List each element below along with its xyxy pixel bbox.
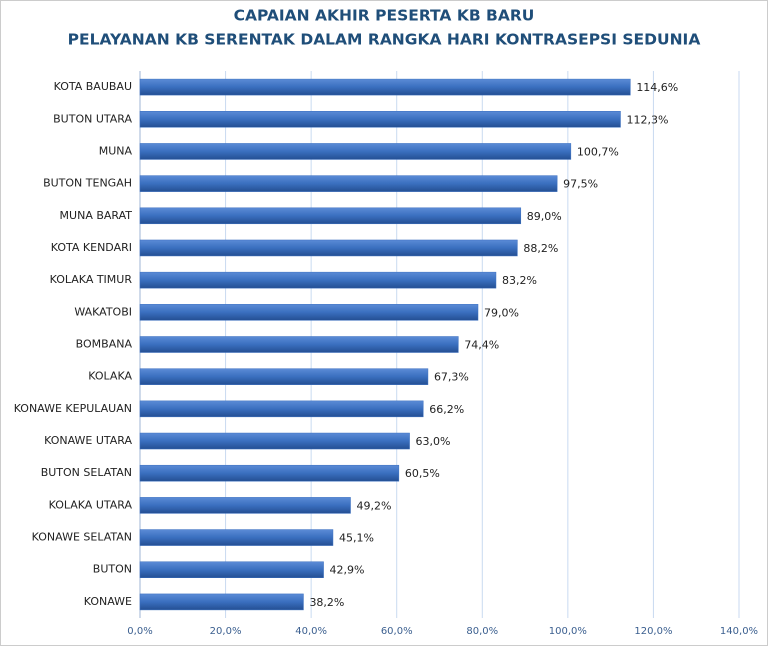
bar: [139, 111, 621, 128]
value-label: 45,1%: [339, 532, 374, 545]
value-label: 114,6%: [636, 81, 678, 94]
y-tick-label: KOTA KENDARI: [51, 241, 132, 254]
value-label: 66,2%: [429, 403, 464, 416]
bar: [139, 497, 351, 514]
value-label: 100,7%: [577, 145, 619, 158]
y-tick-label: KONAWE UTARA: [44, 434, 132, 447]
y-tick-label: KONAWE: [84, 595, 132, 608]
value-label: 83,2%: [502, 274, 537, 287]
y-tick-label: KOLAKA UTARA: [49, 498, 133, 511]
value-label: 79,0%: [484, 306, 519, 319]
y-tick-label: MUNA BARAT: [60, 209, 133, 222]
bar: [139, 271, 497, 289]
y-tick-label: KONAWE KEPULAUAN: [14, 402, 132, 415]
y-tick-label: BUTON UTARA: [53, 112, 132, 125]
bar: [139, 336, 459, 353]
y-tick-label: KONAWE SELATAN: [32, 531, 132, 544]
y-tick-label: MUNA: [99, 144, 133, 157]
value-label: 63,0%: [416, 435, 451, 448]
y-tick-label: KOLAKA TIMUR: [50, 273, 133, 286]
bar: [139, 143, 572, 160]
value-label: 38,2%: [309, 596, 344, 609]
chart-subtitle: PELAYANAN KB SERENTAK DALAM RANGKA HARI …: [68, 31, 701, 49]
x-tick-label: 140,0%: [720, 626, 758, 637]
bar: [139, 464, 400, 482]
bar: [139, 175, 558, 192]
bar: [139, 400, 424, 418]
x-tick-label: 40,0%: [295, 626, 327, 637]
y-tick-label: WAKATOBI: [74, 305, 132, 318]
chart-title: CAPAIAN AKHIR PESERTA KB BARU: [234, 7, 535, 25]
x-tick-label: 20,0%: [210, 626, 242, 637]
bar: [139, 78, 631, 96]
bar: [139, 368, 429, 385]
y-tick-label: KOTA BAUBAU: [54, 80, 132, 93]
x-tick-label: 0,0%: [127, 626, 152, 637]
bar: [139, 593, 304, 611]
x-tick-label: 100,0%: [549, 626, 587, 637]
value-label: 49,2%: [357, 499, 392, 512]
y-tick-label: BUTON: [93, 563, 132, 576]
x-tick-label: 80,0%: [466, 626, 498, 637]
value-label: 60,5%: [405, 467, 440, 480]
bar: [139, 432, 410, 450]
value-label: 112,3%: [626, 113, 668, 126]
bar: [139, 304, 479, 321]
bar: [139, 207, 522, 225]
bar: [139, 529, 334, 546]
y-tick-label: KOLAKA: [88, 370, 132, 383]
value-label: 88,2%: [523, 242, 558, 255]
y-tick-label: BUTON TENGAH: [43, 177, 132, 190]
y-tick-label: BUTON SELATAN: [41, 466, 132, 479]
value-label: 67,3%: [434, 371, 469, 384]
value-label: 74,4%: [464, 339, 499, 352]
x-tick-label: 60,0%: [381, 626, 413, 637]
bar: [139, 239, 518, 257]
value-label: 89,0%: [527, 210, 562, 223]
y-tick-label: BOMBANA: [76, 338, 133, 351]
x-tick-label: 120,0%: [634, 626, 672, 637]
value-label: 42,9%: [330, 564, 365, 577]
value-label: 97,5%: [563, 178, 598, 191]
bar: [139, 561, 324, 578]
